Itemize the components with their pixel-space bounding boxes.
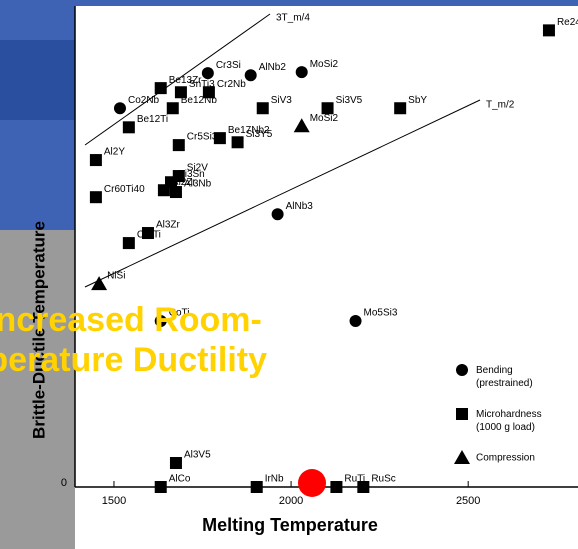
point-label: Co2Nb [128,95,160,106]
data-point [271,208,284,221]
point-label: AlNb3 [286,201,314,212]
point-label: Si2V [187,163,208,174]
data-point [154,314,167,327]
data-point [542,24,555,37]
data-point [141,227,154,240]
point-label: Cr2Nb [217,79,246,90]
x-axis-label: Melting Temperature [202,515,378,535]
point-label: Si3V5 [336,95,363,106]
point-label: SnTi3 [189,79,215,90]
data-point [174,86,187,99]
data-point [330,481,343,493]
point-label: RuSc [371,474,395,485]
point-label: MoSi2 [310,59,339,70]
point-label: MoSi2 [310,113,339,124]
blue-band-dark [0,40,75,120]
data-point [89,154,102,167]
legend-label: Microhardness (1000 g load) [476,409,542,433]
data-point [157,184,170,197]
data-point [91,276,108,291]
data-point [357,481,370,493]
data-point [321,102,334,115]
point-label: CoTi [169,308,190,319]
data-point [213,132,226,145]
data-point [169,457,182,470]
point-label: Al3Nb [184,179,212,190]
legend-line: (prestrained) [476,378,533,389]
point-label: Be12Ti [137,114,168,125]
highlight-dot [298,469,326,497]
point-label: Re24Ti5 [557,17,578,28]
point-label: Al2Zr [172,177,197,188]
ref-line-3tm4 [84,13,271,146]
legend-marker [454,450,470,464]
x-tick-label: 2000 [279,495,303,507]
ref-label: 3T_m/4 [276,13,310,24]
legend-line: (1000 g load) [476,422,535,433]
data-point [154,82,167,95]
point-label: IrNb [265,474,284,485]
data-point [166,102,179,115]
y-axis-label: Brittle-Ductile Temperature [29,221,48,439]
ref-line-tm2 [84,99,481,288]
data-point [244,69,257,82]
point-label: Cr60Ti40 [104,184,145,195]
ref-label: T_m/2 [486,100,515,111]
data-point [172,139,185,152]
point-label: Cr3Si [216,60,241,71]
data-point [154,481,167,493]
x-tick-label: 2500 [456,495,480,507]
data-point [250,481,263,493]
point-label: AlNb2 [259,62,287,73]
photo-strip [0,230,75,549]
slide-title: Temperature Ductility [0,341,267,379]
legend-line: Bending [476,365,513,376]
data-point [122,121,135,134]
point-label: Mo5Si3 [364,308,398,319]
point-label: Al3Zr [156,220,181,231]
data-point [295,66,308,79]
point-label: Be12Nb [181,95,218,106]
data-point [113,102,126,115]
data-point [394,102,407,115]
data-point [122,237,135,250]
data-point [169,186,182,199]
data-point [349,314,362,327]
point-label: Be13Zr [169,75,202,86]
point-label: Al2Y [104,147,125,158]
legend-label: Compression [476,453,535,464]
point-label: Be17Nb2 [228,125,270,136]
point-label: SbY [408,95,427,106]
data-point [201,67,214,80]
point-label: Cr2Ti [137,230,161,241]
point-label: RuTi [344,474,365,485]
top-band [0,0,578,6]
y-tick-label: 0 [61,477,67,489]
legend-marker [456,364,468,376]
point-label: AlCo [169,474,191,485]
point-label: Al3V5 [184,450,211,461]
point-label: Ti3Sn [179,169,205,180]
legend-marker [456,408,468,420]
point-label: SiV3 [271,95,293,106]
x-tick-label: 1500 [102,495,126,507]
data-point [256,102,269,115]
slide-title: Increased Room- [0,301,262,339]
data-point [202,86,215,99]
point-label: Cr5Si3 [187,132,218,143]
point-label: NiSi [107,271,125,282]
point-label: Si3Y5 [246,129,273,140]
data-point [293,118,310,133]
legend-label: Bending (prestrained) [476,365,533,389]
data-point [231,136,244,149]
legend-line: Microhardness [476,409,542,420]
data-point [89,191,102,204]
